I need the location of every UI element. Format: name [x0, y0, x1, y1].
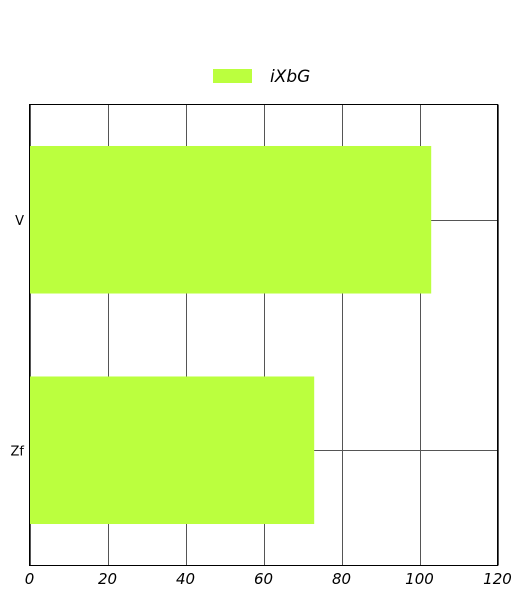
x-tick-label: 80 [332, 570, 351, 588]
bars [29, 145, 432, 525]
legend-swatch [213, 69, 252, 83]
x-tick-label: 100 [405, 570, 434, 588]
legend-label: iXbG [270, 67, 310, 87]
y-axis-categories: V Zf [11, 214, 25, 460]
plot-frame [29, 104, 498, 566]
bar [29, 145, 432, 294]
legend: iXbG [213, 67, 310, 87]
x-tick-label: 120 [483, 570, 512, 588]
category-label: Zf [11, 444, 25, 459]
x-axis-ticks: 0 20 40 60 80 100 120 [25, 570, 512, 588]
bar [29, 376, 315, 525]
x-tick-label: 60 [254, 570, 273, 588]
x-tick-label: 20 [98, 570, 117, 588]
x-tick-label: 40 [176, 570, 195, 588]
x-tick-label: 0 [25, 570, 35, 588]
category-label: V [15, 214, 24, 229]
